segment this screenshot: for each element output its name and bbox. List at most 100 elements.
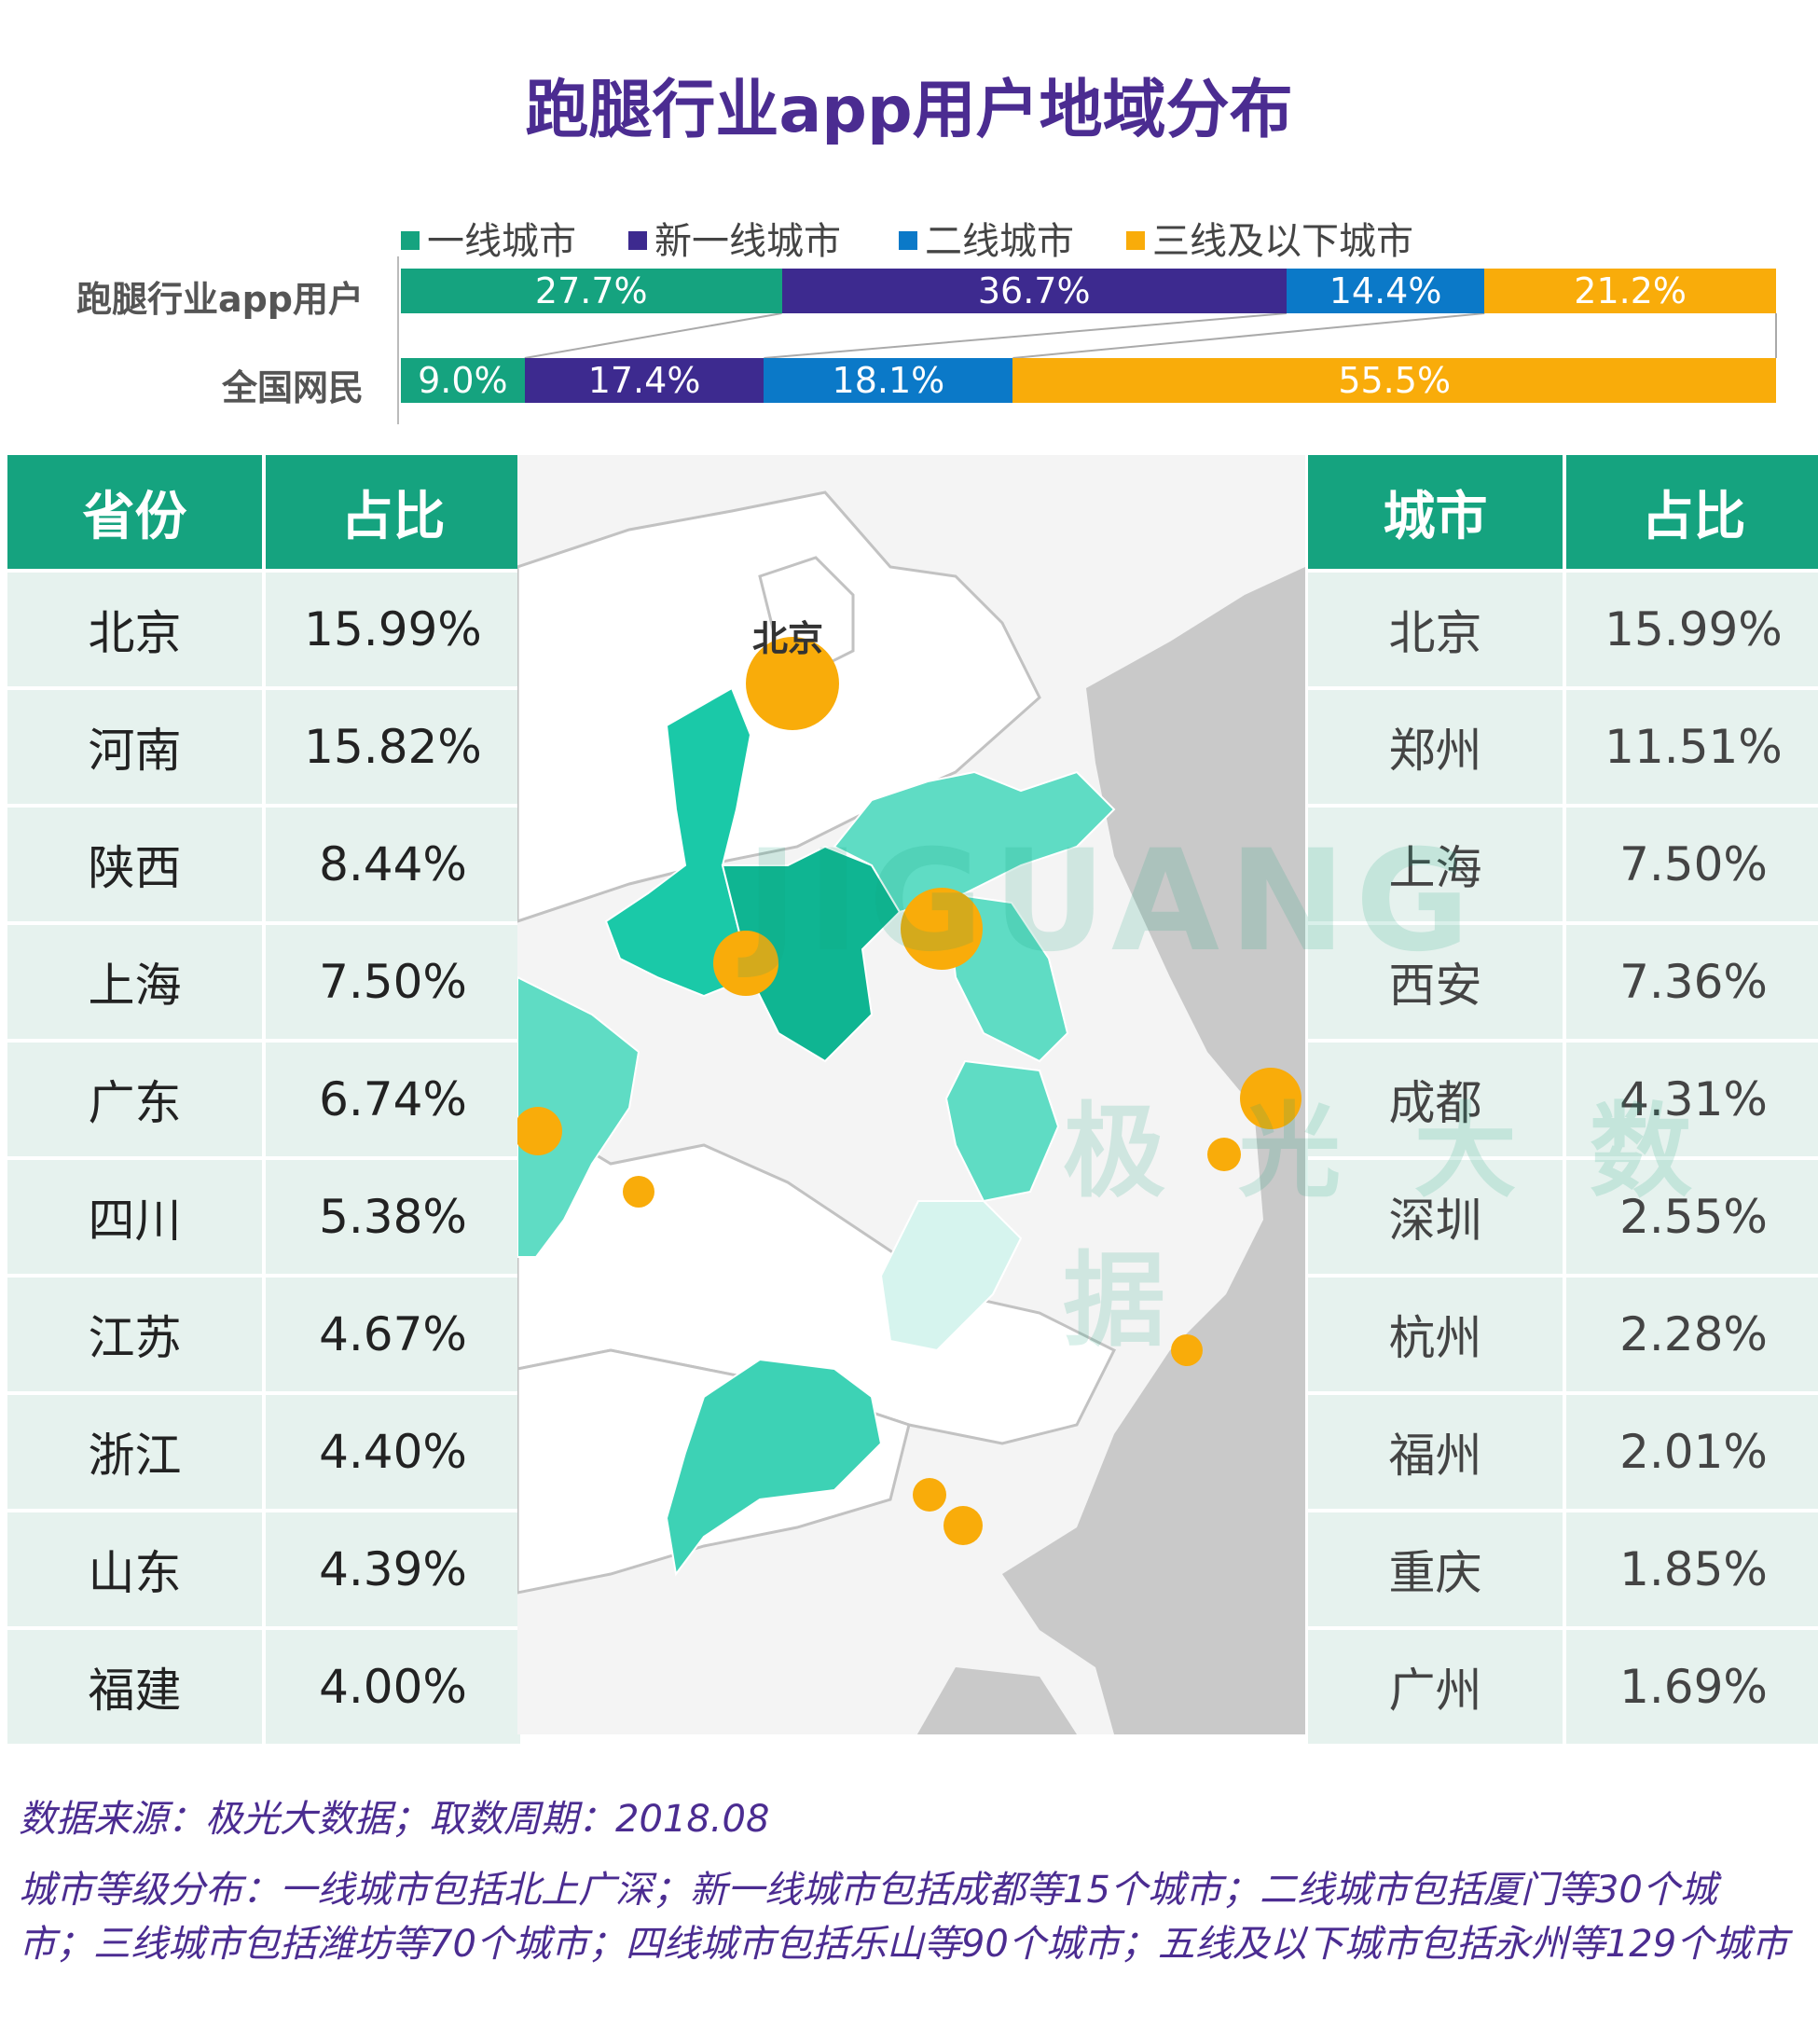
page-title: 跑腿行业app用户地域分布 [525,74,1293,147]
bubble-beijing [746,637,839,730]
city-table-row: 深圳 2.55% [1308,1156,1818,1274]
province-table: 省份 占比 北京 15.99% 河南 15.82% 陕西 8.44% 上海 7.50% 广东 6.… [7,455,520,1744]
city-table-header: 城市 占比 [1308,455,1818,569]
province-name-cell: 浙江 [7,1395,266,1509]
city-share-cell: 2.55% [1619,1190,1768,1244]
legend-item-newtier1: 新一线城市 [628,211,841,265]
city-share-cell: 4.31% [1619,1072,1768,1126]
bar-seg-app-tier2: 14.4% [1286,269,1485,313]
map-label-beijing: 北京 [752,618,823,659]
bar-connector-newtier1 [764,312,1287,359]
province-name-cell: 北京 [7,573,266,686]
province-table-row: 河南 15.82% [7,686,520,804]
city-table-row: 西安 7.36% [1308,921,1818,1039]
city-table-row: 上海 7.50% [1308,804,1818,921]
city-share-cell: 11.51% [1605,720,1783,774]
legend-swatch-newtier1 [628,231,647,250]
bar-axis-line [397,256,399,424]
province-name-cell: 广东 [7,1043,266,1156]
province-table-row: 浙江 4.40% [7,1391,520,1509]
footer-note: 城市等级分布：一线城市包括北上广深；新一线城市包括成都等15个城市；二线城市包括… [19,1869,1789,1966]
city-share-cell: 7.50% [1619,837,1768,891]
province-name-cell: 山东 [7,1512,266,1626]
footer-source: 数据来源：极光大数据；取数周期：2018.08 [19,1798,770,1841]
legend-item-tier2: 二线城市 [899,211,1074,265]
city-name-cell: 广州 [1308,1630,1566,1744]
china-map: 北京 [517,455,1305,1734]
province-table-row: 四川 5.38% [7,1156,520,1274]
city-table-row: 杭州 2.28% [1308,1274,1818,1391]
map-guangdong [665,1358,883,1577]
city-table-row: 成都 4.31% [1308,1039,1818,1156]
city-name-cell: 深圳 [1308,1160,1566,1274]
city-name-cell: 成都 [1308,1043,1566,1156]
bar-category-netizens: 全国网民 [221,367,364,408]
province-table-header: 省份 占比 [7,455,520,569]
legend-item-tier3: 三线及以下城市 [1126,211,1413,265]
city-table: 城市 占比 北京 15.99% 郑州 11.51% 上海 7.50% 西安 7.36% 成都 4.… [1308,455,1818,1744]
city-name-cell: 北京 [1308,573,1566,686]
province-share-cell: 15.99% [304,602,482,656]
legend-swatch-tier2 [899,231,917,250]
province-share-cell: 4.40% [319,1425,467,1479]
bar-seg-app-tier3: 21.2% [1484,269,1776,313]
bar-seg-app-tier1: 27.7% [401,269,782,313]
map-sea-area [1002,567,1305,1734]
province-table-row: 福建 4.00% [7,1626,520,1744]
legend-label-tier2: 二线城市 [925,220,1074,263]
map-shaanxi [604,686,752,998]
city-name-cell: 郑州 [1308,690,1566,804]
province-table-row: 北京 15.99% [7,569,520,686]
bubble-guangzhou [913,1478,946,1512]
bubble-chongqing [623,1176,654,1208]
province-share-cell: 6.74% [319,1072,467,1126]
map-zhejiang [944,1059,1060,1203]
bar-seg-netizen-tier3: 55.5% [1012,358,1776,403]
province-name-cell: 四川 [7,1160,266,1274]
province-share-cell: 4.00% [319,1660,467,1714]
city-share-cell: 2.01% [1619,1425,1768,1479]
province-share-col-header: 占比 [340,486,446,547]
city-name-cell: 重庆 [1308,1512,1566,1626]
bar-connector-tier2 [1012,312,1485,359]
city-table-row: 广州 1.69% [1308,1626,1818,1744]
city-share-cell: 15.99% [1605,602,1783,656]
province-table-row: 陕西 8.44% [7,804,520,921]
map-shandong [833,770,1116,914]
map-sichuan [517,975,640,1258]
province-share-cell: 4.67% [319,1307,467,1361]
bar-connector-tier1 [524,312,782,359]
city-name-cell: 福州 [1308,1395,1566,1509]
bar-category-app-users: 跑腿行业app用户 [76,279,364,320]
city-table-row: 郑州 11.51% [1308,686,1818,804]
province-table-row: 上海 7.50% [7,921,520,1039]
legend-label-tier1: 一线城市 [427,220,576,263]
city-name-cell: 上海 [1308,808,1566,921]
city-name-cell: 杭州 [1308,1278,1566,1391]
legend-swatch-tier3 [1126,231,1145,250]
city-table-row: 福州 2.01% [1308,1391,1818,1509]
bubble-shanghai [1240,1068,1302,1129]
province-table-row: 广东 6.74% [7,1039,520,1156]
legend-item-tier1: 一线城市 [401,211,576,265]
map-fujian [879,1200,1023,1352]
city-name-cell: 西安 [1308,925,1566,1039]
province-share-cell: 4.39% [319,1542,467,1596]
bubble-xian [713,931,778,996]
city-share-col-header: 占比 [1641,486,1746,547]
bar-seg-netizen-tier2: 18.1% [764,358,1013,403]
bubble-fuzhou [1171,1334,1203,1366]
legend-label-tier3: 三线及以下城市 [1152,220,1413,263]
city-table-row: 重庆 1.85% [1308,1509,1818,1626]
city-share-cell: 1.85% [1619,1542,1768,1596]
province-share-cell: 7.50% [319,955,467,1009]
bubble-zhengzhou [901,888,983,970]
map-island-area [916,1667,1077,1734]
bar-seg-netizen-tier1: 9.0% [401,358,525,403]
bar-seg-app-newtier1: 36.7% [781,269,1287,313]
province-table-row: 山东 4.39% [7,1509,520,1626]
province-name-cell: 福建 [7,1630,266,1744]
legend-label-newtier1: 新一线城市 [654,220,841,263]
province-col-header: 省份 [7,455,266,569]
city-share-cell: 7.36% [1619,955,1768,1009]
